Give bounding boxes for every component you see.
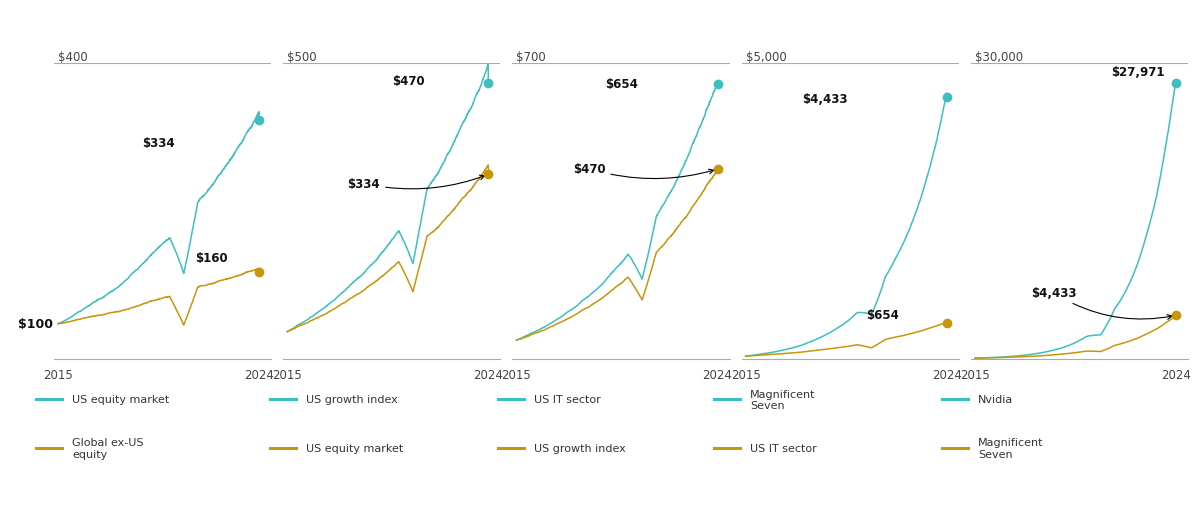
Text: $400: $400 bbox=[58, 51, 88, 64]
Text: Global ex-US
equity: Global ex-US equity bbox=[72, 437, 144, 459]
Text: $334: $334 bbox=[348, 176, 485, 190]
Text: $100: $100 bbox=[18, 318, 53, 331]
Text: $334: $334 bbox=[143, 137, 175, 150]
Text: Magnificent
Seven: Magnificent Seven bbox=[750, 389, 816, 410]
Text: US growth index: US growth index bbox=[306, 394, 397, 405]
Text: $654: $654 bbox=[605, 78, 637, 91]
Text: US IT sector: US IT sector bbox=[534, 394, 601, 405]
Text: $4,433: $4,433 bbox=[1031, 287, 1172, 320]
Text: $160: $160 bbox=[194, 252, 228, 265]
Text: Nvidia: Nvidia bbox=[978, 394, 1013, 405]
Text: US IT sector: US IT sector bbox=[750, 443, 817, 453]
Text: Magnificent
Seven: Magnificent Seven bbox=[978, 437, 1044, 459]
Text: $700: $700 bbox=[516, 51, 546, 64]
Text: US equity market: US equity market bbox=[72, 394, 169, 405]
Text: $27,971: $27,971 bbox=[1111, 66, 1165, 79]
Text: $654: $654 bbox=[866, 308, 899, 321]
Text: $5,000: $5,000 bbox=[745, 51, 786, 64]
Text: $470: $470 bbox=[392, 75, 425, 88]
Text: US growth index: US growth index bbox=[534, 443, 625, 453]
Text: US equity market: US equity market bbox=[306, 443, 403, 453]
Text: $500: $500 bbox=[287, 51, 317, 64]
Text: $4,433: $4,433 bbox=[802, 93, 847, 105]
Text: $470: $470 bbox=[572, 163, 714, 179]
Text: $30,000: $30,000 bbox=[974, 51, 1022, 64]
